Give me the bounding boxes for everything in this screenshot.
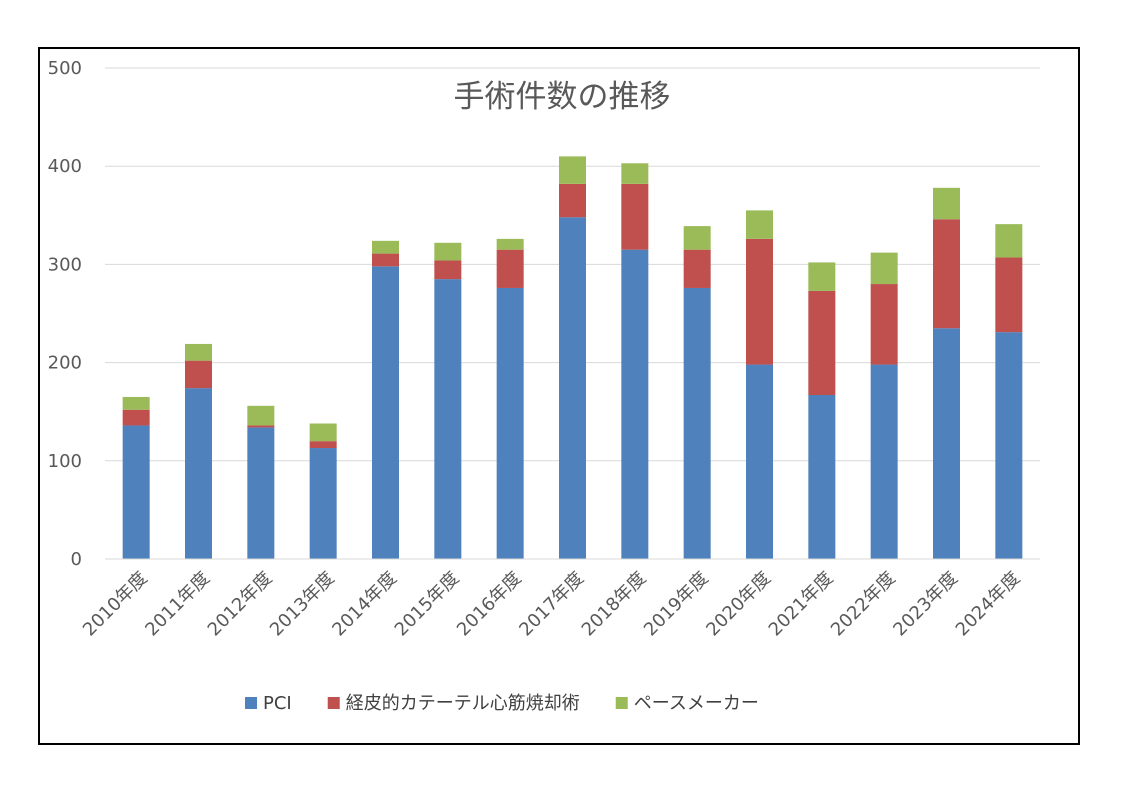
- x-tick-label: 2013年度: [266, 568, 339, 641]
- bar-segment: [185, 388, 212, 559]
- bar-segment: [933, 219, 960, 329]
- y-tick-label: 100: [48, 451, 82, 472]
- bars: [122, 156, 1023, 560]
- legend-swatch: [615, 697, 628, 709]
- bar-segment: [746, 364, 773, 559]
- bar-segment: [995, 257, 1023, 333]
- legend-label: PCI: [263, 693, 292, 714]
- x-axis-labels: 2010年度2011年度2012年度2013年度2014年度2015年度2016…: [79, 568, 1024, 641]
- bar-segment: [434, 279, 462, 559]
- x-tick-label: 2012年度: [204, 568, 277, 641]
- x-tick-label: 2017年度: [515, 568, 588, 641]
- bar-segment: [933, 187, 960, 220]
- y-tick-label: 500: [48, 58, 82, 79]
- chart-frame: 0 100 200 300 400 500 手術件数の推移 2010年度 2011年度 201…: [38, 47, 1080, 745]
- bar-segment: [372, 266, 399, 559]
- bar-segment: [995, 332, 1023, 559]
- bar-segment: [309, 448, 337, 559]
- bar-segment: [247, 427, 275, 559]
- y-axis-labels: 0 100 200 300 400 500: [48, 58, 82, 570]
- bar-segment: [496, 287, 524, 559]
- bar-segment: [683, 226, 711, 250]
- bar-segment: [808, 290, 836, 396]
- y-tick-label: 0: [71, 549, 82, 570]
- x-tick-label: 2010年度: [79, 568, 152, 641]
- bar-segment: [559, 183, 586, 218]
- bar-segment: [185, 343, 212, 361]
- bar-segment: [870, 364, 898, 559]
- y-tick-label: 400: [48, 156, 82, 177]
- x-tick-label: 2014年度: [328, 568, 401, 641]
- bar-segment: [683, 287, 711, 559]
- bar-segment: [247, 405, 275, 426]
- x-tick-label: 2024年度: [952, 568, 1025, 641]
- chart-title: 手術件数の推移: [454, 79, 671, 115]
- bar-segment: [559, 156, 586, 184]
- x-tick-label: 2018年度: [578, 568, 651, 641]
- bar-segment: [122, 409, 150, 426]
- x-tick-label: 2016年度: [453, 568, 526, 641]
- x-tick-label: 2020年度: [702, 568, 775, 641]
- y-tick-label: 200: [48, 353, 82, 374]
- bar-segment: [995, 224, 1023, 258]
- bar-segment: [621, 163, 649, 184]
- x-tick-label: 2011年度: [141, 568, 214, 641]
- y-tick-label: 300: [48, 254, 82, 275]
- x-tick-label: 2022年度: [827, 568, 900, 641]
- legend: PCI 経皮的カテーテル心筋焼却術 ペースメーカー: [245, 693, 759, 714]
- x-tick-label: 2019年度: [640, 568, 713, 641]
- bar-segment: [559, 217, 586, 559]
- bar-segment: [372, 240, 399, 254]
- bar-segment: [372, 253, 399, 267]
- legend-label: ペースメーカー: [634, 693, 759, 714]
- bar-segment: [933, 328, 960, 559]
- bar-segment: [122, 396, 150, 410]
- bar-segment: [496, 249, 524, 288]
- bar-segment: [621, 183, 649, 250]
- bar-segment: [621, 249, 649, 560]
- x-tick-label: 2023年度: [889, 568, 962, 641]
- bar-segment: [247, 425, 275, 428]
- x-tick-label: 2015年度: [391, 568, 464, 641]
- bar-segment: [496, 238, 524, 250]
- bar-segment: [808, 395, 836, 559]
- x-tick-label: 2021年度: [765, 568, 838, 641]
- legend-swatch: [327, 697, 340, 709]
- bar-segment: [746, 210, 773, 239]
- bar-segment: [309, 423, 337, 442]
- bar-segment: [683, 249, 711, 288]
- bar-segment: [746, 238, 773, 365]
- legend-swatch: [245, 697, 257, 709]
- bar-segment: [122, 425, 150, 559]
- bar-segment: [870, 252, 898, 285]
- bar-segment: [185, 360, 212, 389]
- bar-segment: [434, 242, 462, 261]
- legend-label: 経皮的カテーテル心筋焼却術: [346, 693, 580, 714]
- bar-segment: [309, 441, 337, 449]
- bar-segment: [434, 260, 462, 280]
- bar-segment: [870, 284, 898, 365]
- bar-segment: [808, 262, 836, 291]
